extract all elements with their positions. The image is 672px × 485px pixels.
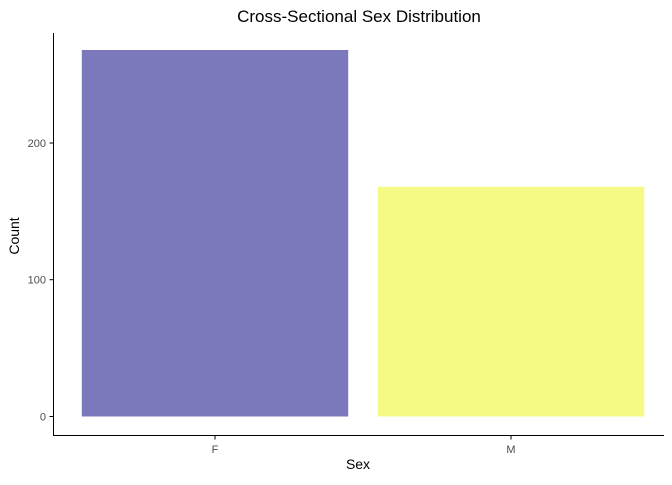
bars-layer xyxy=(81,50,645,417)
y-tick-label-200: 200 xyxy=(28,138,46,150)
y-tick-label-0: 0 xyxy=(40,412,46,424)
y-axis-ticks: 0 100 200 xyxy=(28,138,54,424)
chart-title: Cross-Sectional Sex Distribution xyxy=(237,7,481,26)
y-tick-label-100: 100 xyxy=(28,275,46,287)
x-axis-title: Sex xyxy=(346,456,370,472)
y-axis-title: Count xyxy=(6,217,22,254)
bar-m xyxy=(377,186,645,417)
bar-f xyxy=(81,50,349,417)
x-tick-label-f: F xyxy=(212,444,219,456)
x-tick-label-m: M xyxy=(506,444,515,456)
